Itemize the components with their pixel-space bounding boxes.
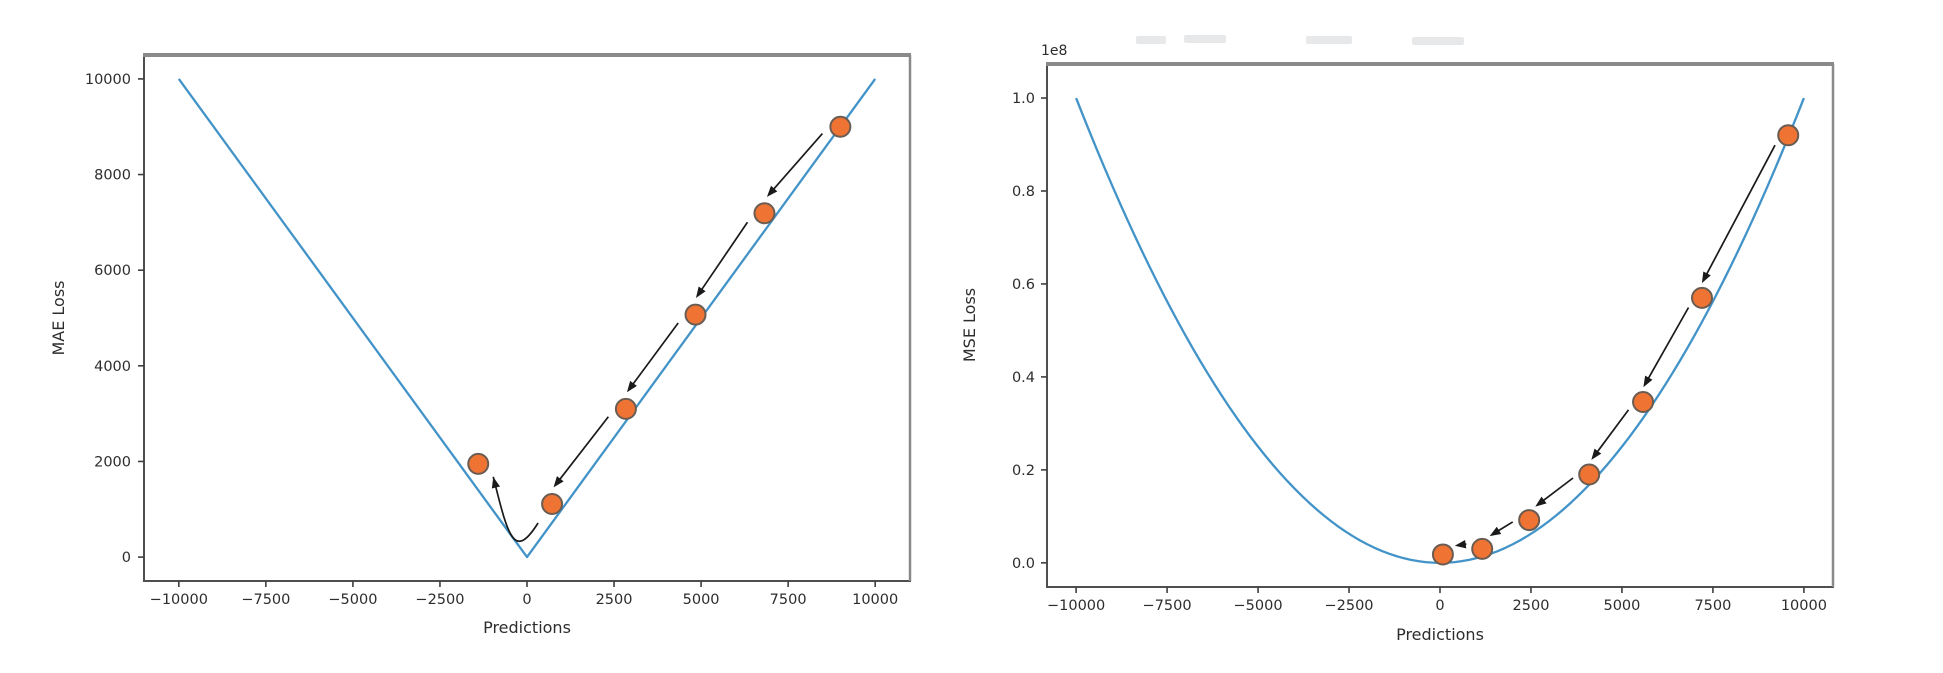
arrowhead <box>1591 448 1602 460</box>
descent-point <box>1691 286 1713 309</box>
descent-arrow <box>700 221 749 292</box>
y-axis-label: MSE Loss <box>960 288 979 362</box>
x-tick-label: 7500 <box>770 592 807 608</box>
descent-arrow <box>1496 521 1514 533</box>
y-tick-label: 0.4 <box>1012 370 1035 386</box>
x-axis-label: Predictions <box>483 618 571 637</box>
x-tick-label: 10000 <box>1781 598 1827 614</box>
descent-point <box>1578 463 1601 486</box>
y-tick-label: 0.0 <box>1012 556 1035 572</box>
y-tick-label: 1.0 <box>1012 91 1035 107</box>
loss-curve <box>177 78 877 559</box>
x-tick-label: −10000 <box>1047 598 1105 614</box>
y-tick-label: 8000 <box>94 168 131 184</box>
arrowhead <box>1489 526 1502 537</box>
arrowhead <box>695 286 706 299</box>
x-tick-label: 10000 <box>852 592 898 608</box>
y-tick-label: 0 <box>122 550 131 566</box>
x-tick-label: −10000 <box>150 592 208 608</box>
y-tick-label: 4000 <box>94 359 131 375</box>
y-tick-label: 0.2 <box>1012 463 1035 479</box>
x-tick-label: −5000 <box>1234 598 1283 614</box>
ghost-text-artifact <box>1184 35 1226 43</box>
mae-loss-plot: −10000 −7500 −5000 −2500 0 2500 5000 7500 10000 0… <box>49 53 912 637</box>
arrowhead <box>553 476 564 488</box>
ghost-text-artifact <box>1306 36 1352 44</box>
descent-point <box>1777 124 1800 147</box>
descent-arrow <box>558 416 610 481</box>
arrowhead <box>766 185 778 197</box>
y-tick-label: 10000 <box>85 72 131 88</box>
descent-point <box>1431 543 1454 566</box>
descent-arrow <box>772 133 824 191</box>
x-tick-label: 5000 <box>1603 598 1640 614</box>
y-tick-label: 0.8 <box>1012 184 1035 200</box>
mse-loss-plot: −10000 −7500 −5000 −2500 0 2500 5000 7500 10000 0… <box>960 43 1835 644</box>
descent-point <box>1632 391 1655 414</box>
x-tick-label: 0 <box>522 592 531 608</box>
ghost-text-artifact <box>1136 36 1166 44</box>
x-tick-label: 5000 <box>683 592 720 608</box>
x-axis-label: Predictions <box>1396 625 1484 644</box>
plot-frame <box>143 54 911 582</box>
descent-point <box>1471 537 1494 560</box>
y-axis-label: MAE Loss <box>49 280 68 355</box>
arrowhead <box>1643 375 1653 388</box>
y-tick-label: 6000 <box>94 263 131 279</box>
x-tick-label: 2500 <box>596 592 633 608</box>
descent-arrow <box>1596 409 1630 454</box>
overshoot-curved-arrow <box>492 476 539 543</box>
loss-curve <box>1075 97 1805 564</box>
arrowhead <box>1535 496 1547 507</box>
arrowhead <box>1454 540 1467 549</box>
ghost-text-artifact <box>1412 37 1464 45</box>
descent-point <box>829 115 852 138</box>
descent-arrow <box>631 322 679 386</box>
arrowhead <box>1701 271 1711 284</box>
plot-frame <box>1046 63 1834 588</box>
y-axis-offset-label: 1e8 <box>1041 43 1067 59</box>
descent-point <box>614 397 637 420</box>
arrowhead <box>491 476 500 489</box>
descent-point <box>1518 509 1541 532</box>
x-tick-label: −7500 <box>1143 598 1192 614</box>
descent-point <box>467 452 490 475</box>
arrowhead <box>626 380 637 393</box>
descent-arrow <box>1647 307 1690 380</box>
x-tick-label: −5000 <box>328 592 377 608</box>
descent-point <box>753 202 776 225</box>
descent-arrow <box>1541 477 1574 502</box>
x-tick-label: 2500 <box>1513 598 1550 614</box>
y-tick-label: 0.6 <box>1012 277 1035 293</box>
x-tick-label: 7500 <box>1694 598 1731 614</box>
descent-arrow <box>1705 144 1776 276</box>
x-tick-label: −7500 <box>241 592 290 608</box>
x-tick-label: −2500 <box>415 592 464 608</box>
x-tick-label: 0 <box>1435 598 1444 614</box>
descent-point <box>541 493 564 516</box>
y-tick-label: 2000 <box>94 454 131 470</box>
descent-point <box>684 303 707 326</box>
x-tick-label: −2500 <box>1324 598 1373 614</box>
